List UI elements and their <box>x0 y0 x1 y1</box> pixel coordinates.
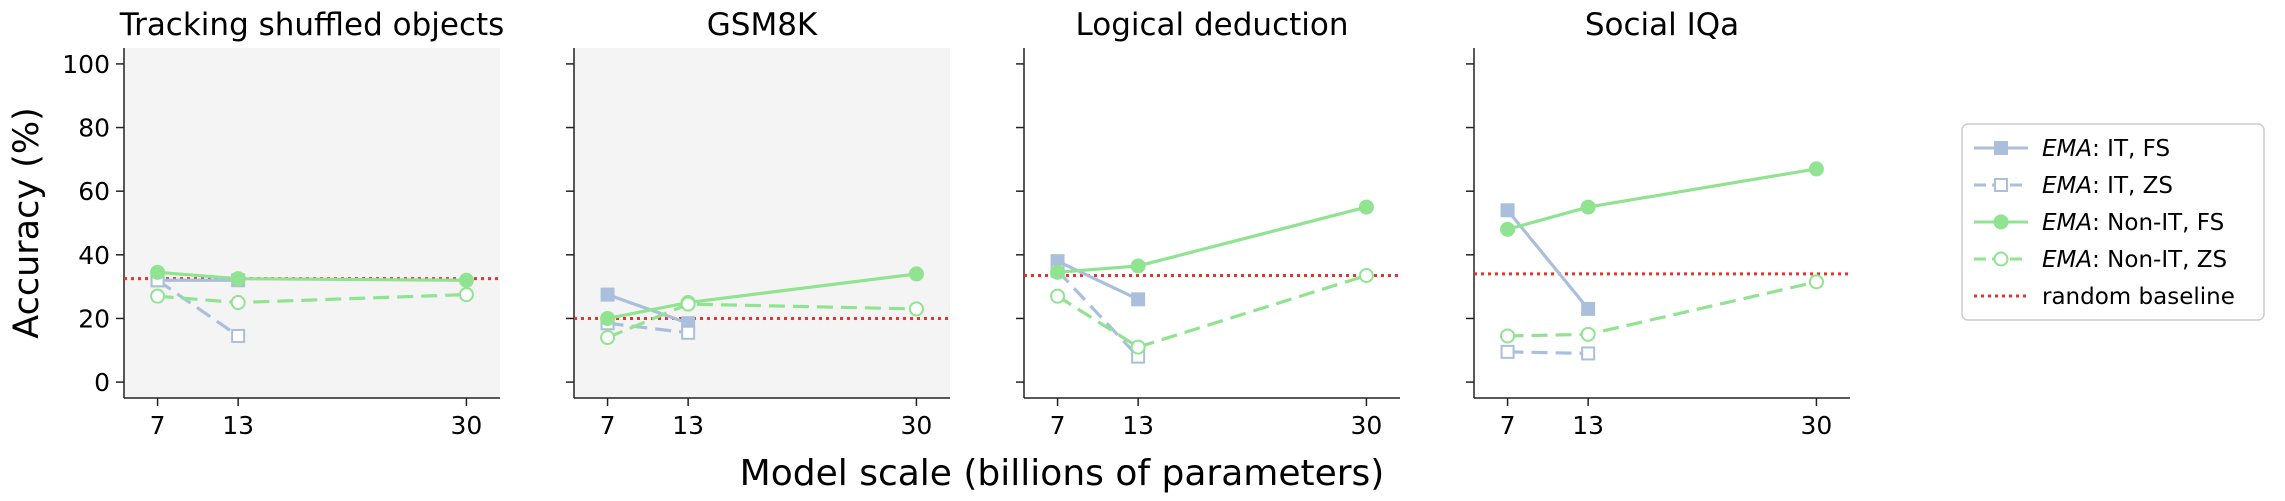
data-point-nonit-fs <box>150 264 166 280</box>
data-point-nonit-fs <box>908 266 924 282</box>
panel-title: GSM8K <box>707 7 818 43</box>
x-tick-label: 30 <box>1801 411 1833 440</box>
legend-label-text: : Non-IT, ZS <box>2092 247 2227 273</box>
legend-swatch-marker <box>1994 141 2008 155</box>
legend-label-italic: EMA <box>2042 173 2092 199</box>
data-point-nonit-zs <box>1808 274 1824 290</box>
data-point-it-zs <box>231 328 246 343</box>
data-point-nonit-fs <box>1130 258 1146 274</box>
data-point-nonit-zs <box>458 287 474 303</box>
series-line-it-zs <box>156 278 240 338</box>
legend-item-nonit-fs: EMA: Non-IT, FS <box>1974 210 2224 236</box>
legend-label: EMA: Non-IT, FS <box>2042 210 2224 236</box>
legend-label-italic: EMA <box>2042 136 2092 162</box>
data-point-nonit-zs <box>1050 288 1066 304</box>
legend-swatch-marker <box>1994 178 2008 192</box>
x-tick-label: 7 <box>1500 411 1516 440</box>
series-line-it-fs <box>1056 259 1139 301</box>
data-point-nonit-fs <box>230 271 246 287</box>
x-tick-label: 7 <box>150 411 166 440</box>
y-tick-label: 80 <box>78 114 110 143</box>
data-point-it-zs <box>1581 346 1596 361</box>
x-tick-label: 7 <box>600 411 616 440</box>
y-tick-label: 20 <box>78 304 110 333</box>
y-tick-label: 40 <box>78 241 110 270</box>
data-point-nonit-zs <box>1580 326 1596 342</box>
data-point-nonit-zs <box>1500 328 1516 344</box>
legend-label: EMA: IT, FS <box>2042 136 2170 162</box>
y-axis-label: Accuracy (%) <box>7 107 47 338</box>
legend-swatch-marker <box>1993 251 2009 267</box>
legend-label-text: : IT, ZS <box>2092 173 2173 199</box>
legend-swatch-marker <box>1993 214 2009 230</box>
x-tick-label: 13 <box>672 411 704 440</box>
legend-label: random baseline <box>2042 284 2235 310</box>
x-tick-label: 30 <box>901 411 933 440</box>
legend-item-nonit-zs: EMA: Non-IT, ZS <box>1974 247 2227 273</box>
data-point-nonit-zs <box>680 296 696 312</box>
panel-title: Logical deduction <box>1076 7 1349 43</box>
data-point-nonit-fs <box>458 272 474 288</box>
x-tick-label: 30 <box>451 411 483 440</box>
panel-2: 7 13 30 GSM8K <box>566 7 950 440</box>
data-point-nonit-fs <box>1500 221 1516 237</box>
data-point-it-fs <box>1500 203 1515 218</box>
legend-item-baseline: random baseline <box>1974 284 2235 310</box>
legend-label-italic: EMA <box>2042 247 2092 273</box>
y-tick-label: 0 <box>94 368 110 397</box>
data-point-it-fs <box>600 287 615 302</box>
data-point-nonit-zs <box>150 288 166 304</box>
data-point-it-zs <box>681 325 696 340</box>
data-point-it-zs <box>1500 344 1515 359</box>
x-tick-label: 7 <box>1050 411 1066 440</box>
x-tick-label: 13 <box>222 411 254 440</box>
data-point-it-fs <box>1581 301 1596 316</box>
legend-label: EMA: Non-IT, ZS <box>2042 247 2227 273</box>
data-point-nonit-zs <box>908 301 924 317</box>
legend-label: EMA: IT, ZS <box>2042 173 2173 199</box>
panel-background <box>124 48 500 398</box>
series-line-nonit-fs <box>1057 205 1367 274</box>
data-point-nonit-zs <box>230 295 246 311</box>
series-line-it-zs <box>607 321 689 335</box>
panel-title: Tracking shuffled objects <box>119 7 505 43</box>
legend-box <box>1961 123 2265 321</box>
series-line-nonit-zs <box>1507 280 1817 338</box>
data-point-nonit-zs <box>1358 268 1374 283</box>
legend-label-italic: EMA <box>2042 210 2092 236</box>
data-point-nonit-fs <box>1050 264 1066 280</box>
legend-item-it-zs: EMA: IT, ZS <box>1974 173 2173 199</box>
x-tick-label: 13 <box>1572 411 1604 440</box>
data-point-nonit-fs <box>1580 199 1596 215</box>
legend-label-text: : Non-IT, FS <box>2092 210 2224 236</box>
y-tick-label: 100 <box>62 50 110 79</box>
series-line-it-zs <box>1507 350 1589 356</box>
panel-background <box>574 48 950 398</box>
data-point-nonit-zs <box>600 330 616 346</box>
legend-label-text: : IT, FS <box>2092 136 2170 162</box>
panel-title: Social IQa <box>1585 7 1739 43</box>
panel-4: 7 13 30 Social IQa <box>1466 7 1850 440</box>
x-tick-label: 30 <box>1351 411 1383 440</box>
panel-1: 0 20 40 60 80 100 7 13 30 Tracking shuffled objec… <box>62 7 504 440</box>
y-tick-label: 60 <box>78 177 110 206</box>
panel-3: 7 13 30 Logical deduction <box>1016 7 1400 440</box>
legend-label-text: random baseline <box>2042 284 2235 310</box>
data-point-nonit-zs <box>1130 339 1146 355</box>
series-line-it-zs <box>1056 269 1140 358</box>
series-line-nonit-fs <box>1507 167 1817 231</box>
data-point-it-fs <box>1131 292 1146 307</box>
data-point-nonit-fs <box>1808 161 1824 177</box>
data-point-nonit-fs <box>600 310 616 326</box>
legend-item-it-fs: EMA: IT, FS <box>1974 136 2170 162</box>
x-tick-label: 13 <box>1122 411 1154 440</box>
data-point-nonit-fs <box>1358 199 1374 215</box>
series-line-nonit-zs <box>1056 273 1367 349</box>
x-axis-label: Model scale (billions of parameters) <box>740 453 1385 494</box>
